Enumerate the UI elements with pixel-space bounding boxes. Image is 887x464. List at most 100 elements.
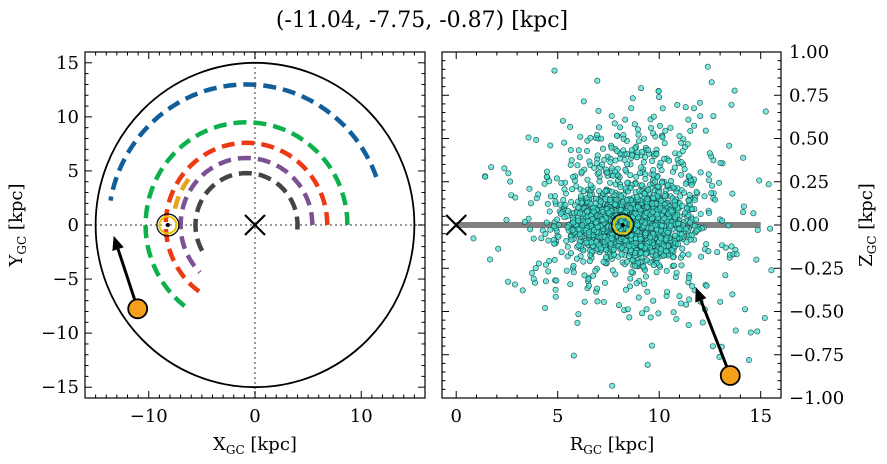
star-point [715,179,722,186]
star-point [659,105,666,112]
star-point [756,177,763,184]
star-point [618,193,625,200]
star-point [580,98,587,105]
right-plot-area [445,63,775,389]
star-point [567,281,574,288]
star-point [580,258,587,265]
star-point [637,249,644,256]
star-point [661,140,668,147]
star-point [667,124,674,131]
star-point [542,261,549,268]
star-point [637,85,644,92]
star-point [703,282,710,289]
star-point [687,128,694,135]
star-point [754,227,761,234]
star-point [550,223,557,230]
star-point [561,139,568,146]
star-point [664,181,671,188]
star-point [541,180,548,187]
star-point [679,251,686,258]
star-point [585,276,592,283]
star-point [658,246,665,253]
star-point [623,197,630,204]
star-point [618,251,625,258]
star-point [547,226,554,233]
star-point [740,209,747,216]
star-point [682,226,689,233]
star-point [651,178,658,185]
star-point [670,184,677,191]
star-point [705,171,712,178]
star-point [611,201,618,208]
star-point [627,184,634,191]
star-point [580,188,587,195]
star-point [645,147,652,154]
star-point [521,218,528,225]
star-point [622,116,629,123]
star-point [710,113,717,120]
right-y-tick-label: 0.50 [789,129,829,150]
spiral-arm-2 [143,120,350,311]
star-point [640,135,647,142]
star-point [595,107,602,114]
star-point [658,167,665,174]
star-point [552,198,559,205]
star-point [674,101,681,108]
star-point [685,251,692,258]
right-x-axis-label: RGC [kpc] [570,434,655,457]
star-point [691,122,698,129]
star-point [642,250,649,257]
star-point [741,306,748,313]
star-point [551,256,558,263]
star-point [731,87,738,94]
star-point [697,113,704,120]
star-point [649,215,656,222]
direction-arrow-head [112,235,124,251]
star-point [705,209,712,216]
star-point [605,209,612,216]
star-point [586,191,593,198]
star-point [584,176,591,183]
star-point [642,171,649,178]
star-point [632,210,639,217]
star-point [693,227,700,234]
star-point [750,210,757,217]
star-point [633,194,640,201]
star-point [569,227,576,234]
star-point [591,164,598,171]
star-point [546,178,553,185]
star-point [563,237,570,244]
star-point [670,254,677,261]
star-point [660,252,667,259]
right-x-tick-label: 10 [648,406,671,427]
star-point [626,283,633,290]
star-point [625,253,632,260]
star-point [622,166,629,173]
star-point [624,306,631,313]
star-point [681,166,688,173]
star-point [561,186,568,193]
star-point [639,310,646,317]
star-point [594,298,601,305]
spiral-arm-6 [193,170,300,257]
star-point [638,243,645,250]
star-point [546,208,553,215]
star-point [511,281,518,288]
star-point [581,272,588,279]
star-point [673,315,680,322]
star-point [635,131,642,138]
star-point [676,151,683,158]
star-point [600,258,607,265]
star-point [585,229,592,236]
star-point [575,147,582,154]
star-point [637,164,644,171]
star-point [663,267,670,274]
star-point [641,190,648,197]
left-x-axis-label: XGC [kpc] [213,434,297,457]
star-point [576,154,583,161]
star-point [576,210,583,217]
star-point [673,269,680,276]
star-point [558,180,565,187]
star-point [696,99,703,106]
